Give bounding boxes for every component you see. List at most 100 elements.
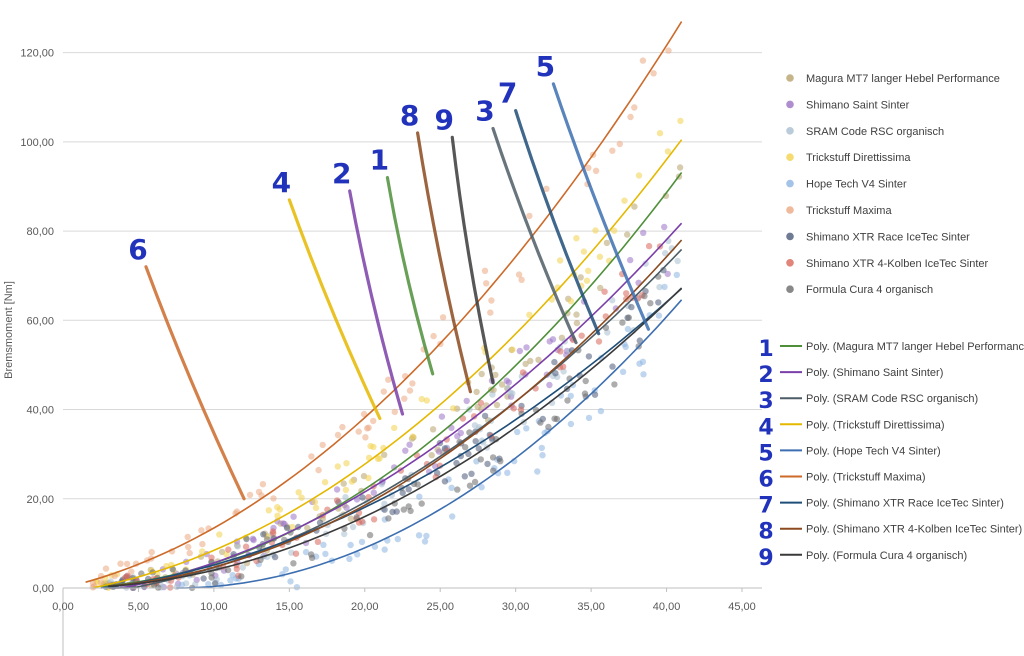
scatter-point <box>391 408 398 416</box>
scatter-point <box>242 543 250 550</box>
scatter-point <box>346 555 353 563</box>
scatter-point <box>339 423 346 431</box>
scatter-point <box>624 325 632 333</box>
scatter-point <box>463 397 470 405</box>
scatter-point <box>564 310 571 317</box>
x-tick-label: 40,00 <box>653 601 681 613</box>
scatter-point <box>406 441 413 448</box>
scatter-point <box>274 512 281 519</box>
scatter-point <box>376 455 383 462</box>
scatter-point <box>402 447 409 454</box>
scatter-point <box>269 530 277 537</box>
scatter-point <box>287 578 294 585</box>
marker-stroke <box>450 135 495 385</box>
scatter-point <box>260 531 267 538</box>
marker-number: 6 <box>128 233 147 266</box>
scatter-point <box>343 460 350 467</box>
scatter-point <box>493 401 501 409</box>
scatter-point <box>401 395 408 402</box>
scatter-point <box>333 497 341 504</box>
legend-marker <box>786 285 794 294</box>
scatter-point <box>255 488 263 496</box>
scatter-point <box>342 494 349 501</box>
scatter-point <box>585 267 592 274</box>
x-tick-label: 10,00 <box>200 601 228 613</box>
scatter-point <box>117 560 124 567</box>
scatter-point <box>370 489 377 496</box>
scatter-point <box>655 312 663 319</box>
scatter-point <box>573 235 580 242</box>
y-axis-label: Bremsmoment [Nm] <box>3 281 15 379</box>
scatter-point <box>487 309 494 316</box>
scatter-point <box>432 463 439 470</box>
legend-marker <box>786 127 794 135</box>
scatter-point <box>573 311 580 318</box>
scatter-point <box>631 104 638 111</box>
handwritten-annotations: 12 3 4 5 6 7 8 9 <box>128 50 651 501</box>
scatter-point <box>481 412 489 420</box>
scatter-point <box>636 337 643 344</box>
trendlines <box>85 21 683 589</box>
marker-stroke <box>415 131 472 394</box>
scatter-point <box>365 474 372 482</box>
scatter-point <box>601 288 608 295</box>
scatter-point <box>627 256 634 264</box>
scatter-point <box>320 541 327 548</box>
scatter-point <box>340 480 347 487</box>
legend: Magura MT7 langer Hebel Performance Shima… <box>758 73 1024 571</box>
scatter-point <box>603 239 611 247</box>
scatter-point <box>385 376 392 383</box>
scatter-point <box>551 358 558 366</box>
scatter-point <box>223 551 230 558</box>
scatter-point <box>199 548 206 555</box>
scatter-point <box>205 580 212 588</box>
scatter-point <box>640 371 647 378</box>
x-tick-label: 5,00 <box>128 601 149 613</box>
x-tick-label: 35,00 <box>577 601 605 613</box>
legend-entry: Formula Cura 4 organisch <box>806 284 933 296</box>
scatter-point <box>225 546 232 553</box>
y-tick-label: 60,00 <box>26 315 54 327</box>
scatter-point <box>490 467 497 474</box>
scatter-point <box>319 441 326 449</box>
scatter-point <box>660 267 667 274</box>
marker-number: 7 <box>498 77 517 110</box>
scatter-point <box>399 489 406 496</box>
scatter-point <box>622 343 629 351</box>
scatter-point <box>481 267 489 274</box>
y-tick-label: 120,00 <box>20 48 54 60</box>
scatter-point <box>229 572 236 579</box>
scatter-point <box>450 405 457 412</box>
scatter-point <box>449 513 456 520</box>
marker-number: 9 <box>435 103 454 136</box>
scatter-point <box>448 484 455 491</box>
scatter-point <box>185 543 192 551</box>
legend-marker-number: 2 <box>758 363 773 388</box>
scatter-point <box>489 391 496 398</box>
legend-entry: Shimano XTR 4-Kolben IceTec Sinter <box>806 258 989 270</box>
scatter-point <box>389 508 396 516</box>
scatter-point <box>581 390 589 397</box>
scatter-point <box>549 336 557 343</box>
scatter-point <box>314 538 322 545</box>
scatter-point <box>459 415 467 422</box>
legend-marker-number: 1 <box>758 337 773 362</box>
scatter-point <box>518 276 525 283</box>
scatter-point <box>504 469 511 476</box>
scatter-point <box>334 463 341 470</box>
scatter-point <box>515 271 523 278</box>
legend-trend-entry: Poly. (Hope Tech V4 Sinter) <box>806 445 941 457</box>
scatter-point <box>627 113 634 121</box>
scatter-point <box>438 413 446 420</box>
scatter-point <box>498 381 506 388</box>
x-tick-label: 25,00 <box>426 601 454 613</box>
scatter-point <box>178 581 186 588</box>
scatter-point <box>527 357 534 365</box>
scatter-point <box>609 147 616 154</box>
scatter-point <box>270 495 277 502</box>
x-tick-label: 20,00 <box>351 601 379 613</box>
scatter-point <box>591 391 599 398</box>
scatter-point <box>271 553 279 561</box>
scatter-point <box>582 377 589 385</box>
scatter-point <box>585 414 593 422</box>
